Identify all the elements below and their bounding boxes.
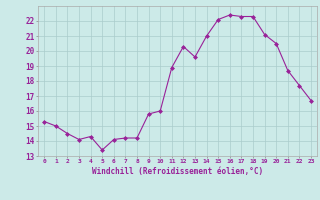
X-axis label: Windchill (Refroidissement éolien,°C): Windchill (Refroidissement éolien,°C) — [92, 167, 263, 176]
